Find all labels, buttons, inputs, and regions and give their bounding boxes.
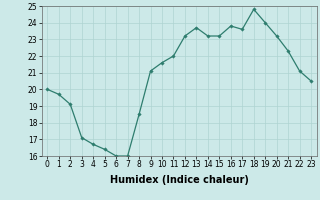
X-axis label: Humidex (Indice chaleur): Humidex (Indice chaleur)	[110, 175, 249, 185]
